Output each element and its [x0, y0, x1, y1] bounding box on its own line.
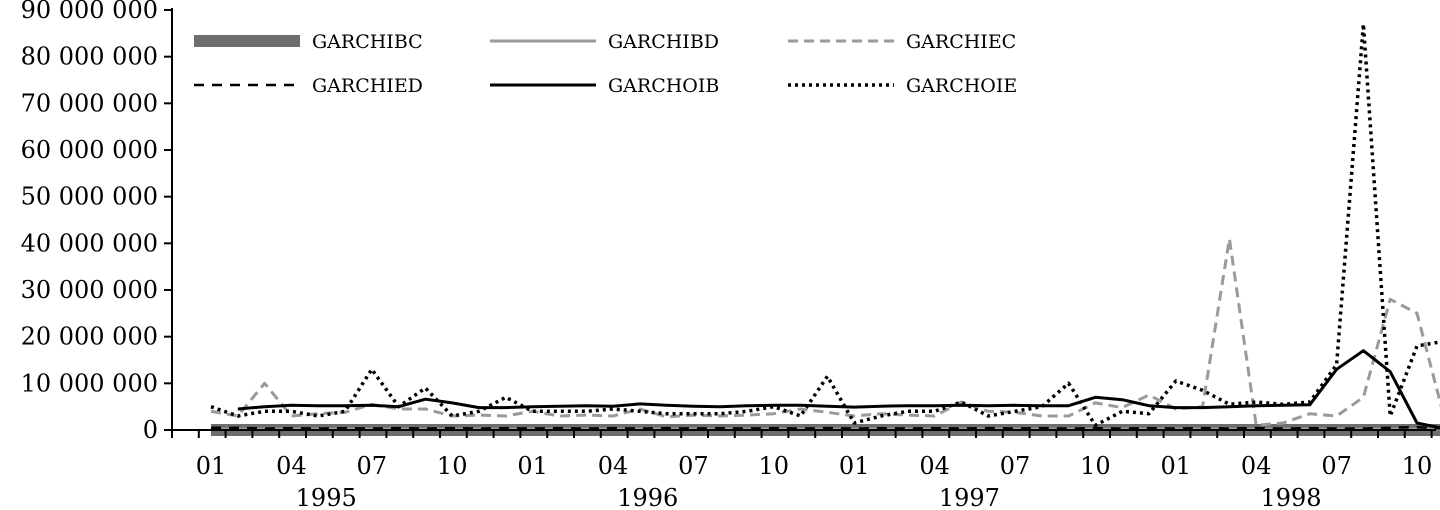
x-tick-label: 01: [196, 452, 227, 480]
x-tick-label: 04: [276, 452, 307, 480]
x-year-label: 1997: [939, 484, 1000, 510]
y-tick-label: 30 000 000: [21, 276, 158, 304]
series-line-garchiec: [210, 237, 1440, 427]
legend-label-garchoib: GARCHOIB: [608, 75, 719, 97]
y-tick-label: 70 000 000: [21, 89, 158, 117]
legend: GARCHIBC GARCHIBD GARCHIEC GARCHIED GARCHOIB…: [194, 31, 1017, 97]
y-tick-label: 0: [143, 416, 158, 444]
x-tick-label: 01: [1161, 452, 1192, 480]
axes: 0 10 000 000 20 000 000 30 000 000 40 000 00…: [21, 0, 1436, 510]
x-year-label: 1995: [296, 484, 357, 510]
y-tick-label: 10 000 000: [21, 369, 158, 397]
legend-label-garchoie: GARCHOIE: [906, 75, 1017, 97]
y-tick-label: 20 000 000: [21, 323, 158, 351]
x-year-label: 1996: [617, 484, 678, 510]
x-tick-label: 10: [437, 452, 468, 480]
y-tick-label: 80 000 000: [21, 43, 158, 71]
legend-label-garchiec: GARCHIEC: [906, 31, 1016, 53]
x-tick-label: 04: [598, 452, 629, 480]
x-tick-label: 04: [1241, 452, 1272, 480]
x-tick-label: 07: [1000, 452, 1031, 480]
y-axis-ticks: 0 10 000 000 20 000 000 30 000 000 40 000 00…: [21, 0, 172, 444]
x-year-label: 1998: [1260, 484, 1321, 510]
y-tick-label: 50 000 000: [21, 183, 158, 211]
x-tick-label: 10: [1080, 452, 1111, 480]
x-tick-label: 07: [357, 452, 388, 480]
x-tick-label: 04: [919, 452, 950, 480]
legend-label-garchied: GARCHIED: [312, 75, 423, 97]
y-tick-label: 90 000 000: [21, 0, 158, 24]
y-tick-label: 40 000 000: [21, 229, 158, 257]
series-line-garchoie: [210, 22, 1440, 428]
series-line-garchied: [211, 425, 1440, 430]
x-tick-label: 07: [1321, 452, 1352, 480]
series-line-garchoib: [237, 349, 1440, 430]
x-tick-label: 01: [517, 452, 548, 480]
x-tick-label: 01: [839, 452, 870, 480]
y-tick-label: 60 000 000: [21, 136, 158, 164]
x-tick-label: 10: [1402, 452, 1433, 480]
x-tick-label: 07: [678, 452, 709, 480]
legend-label-garchibc: GARCHIBC: [312, 31, 423, 53]
legend-label-garchibd: GARCHIBD: [608, 31, 719, 53]
x-tick-label: 10: [759, 452, 790, 480]
x-axis-ticks: 01 04 07 10 01 04 07 10 01 04 07 10 01 04 07 10 1995 1996…: [171, 430, 1433, 510]
